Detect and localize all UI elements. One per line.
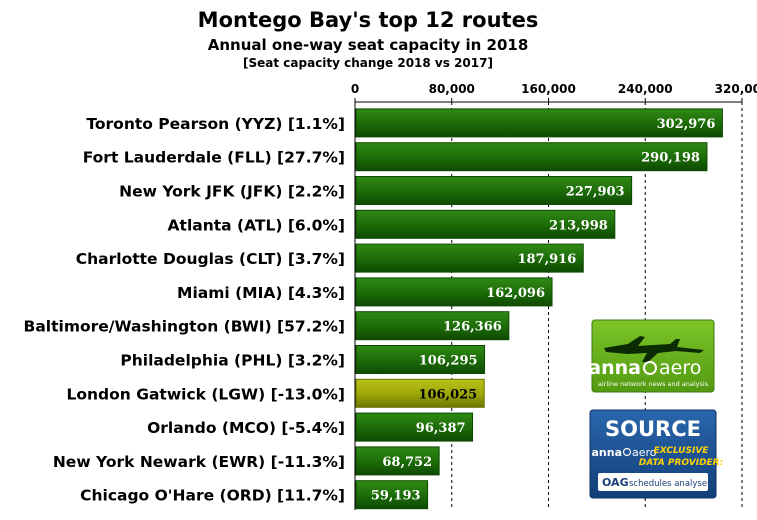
bar-value-label: 106,295 — [419, 354, 478, 369]
source-line2: DATA PROVIDER: — [639, 458, 723, 468]
category-label: Orlando (MCO) [-5.4%] — [147, 419, 345, 437]
category-label: London Gatwick (LGW) [-13.0%] — [67, 385, 346, 403]
bar — [355, 142, 708, 172]
oag-mark: OAG — [602, 476, 629, 489]
category-label: Philadelphia (PHL) [3.2%] — [120, 352, 345, 370]
bar — [355, 176, 633, 205]
bar-value-label: 187,916 — [517, 252, 576, 267]
category-label: Fort Lauderdale (FLL) [27.7%] — [83, 149, 345, 167]
annaaero-logo: anna aero airline network news and analy… — [588, 319, 715, 393]
bar — [355, 243, 584, 273]
bar-value-label: 126,366 — [443, 320, 502, 335]
plane-icon — [604, 336, 704, 362]
bar-value-label: 96,387 — [416, 421, 466, 436]
source-logo: SOURCE anna aero EXCLUSIVE DATA PROVIDER… — [589, 409, 723, 499]
bar-value-label: 162,096 — [486, 286, 545, 301]
oag-sub: schedules analyser — [629, 479, 711, 489]
category-label: New York JFK (JFK) [2.2%] — [119, 183, 345, 201]
bars-group: 302,976 290,198 227,903 213,998 187,916 162,0… — [355, 108, 723, 510]
annaaero-wordmark-right: aero — [659, 357, 701, 379]
x-tick-label: 80,000 — [429, 82, 475, 96]
category-label: Charlotte Douglas (CLT) [3.7%] — [76, 250, 345, 268]
bar-value-label: 227,903 — [566, 185, 625, 200]
source-line1: EXCLUSIVE — [654, 446, 710, 456]
category-label: New York Newark (EWR) [-11.3%] — [53, 453, 345, 471]
bar — [355, 378, 485, 408]
x-tick-label: 160,000 — [521, 82, 576, 96]
annaaero-tagline: airline network news and analysis — [598, 380, 709, 388]
category-label: Chicago O'Hare (ORD) [11.7%] — [80, 487, 345, 505]
bar — [355, 412, 474, 442]
source-anna-mark: anna — [591, 446, 622, 459]
x-axis-ticks: 0 80,000 160,000 240,000 320,000 — [351, 82, 757, 102]
bar — [355, 480, 429, 510]
category-label: Toronto Pearson (YYZ) [1.1%] — [86, 115, 345, 133]
bar-value-label: 290,198 — [641, 151, 700, 166]
bar — [355, 345, 486, 374]
category-labels: Toronto Pearson (YYZ) [1.1%] Fort Lauderd… — [24, 115, 345, 505]
category-label: Baltimore/Washington (BWI) [57.2%] — [24, 318, 345, 336]
bar — [355, 311, 510, 341]
bar-value-label: 302,976 — [657, 117, 716, 132]
x-tick-label: 0 — [351, 82, 359, 96]
bar-value-label: 106,025 — [418, 387, 477, 402]
source-dot-icon — [622, 447, 632, 457]
bar — [355, 209, 616, 239]
chart-title: Montego Bay's top 12 routes — [198, 8, 539, 32]
bar-value-label: 68,752 — [382, 455, 432, 470]
bar-value-label: 59,193 — [371, 489, 421, 504]
annaaero-wordmark-left: anna — [588, 357, 641, 379]
category-label: Miami (MIA) [4.3%] — [177, 284, 345, 302]
source-aero-mark: aero — [632, 446, 657, 459]
x-tick-label: 320,000 — [715, 82, 757, 96]
x-tick-label: 240,000 — [618, 82, 673, 96]
source-heading: SOURCE — [605, 417, 701, 441]
bar — [355, 446, 440, 476]
category-label: Atlanta (ATL) [6.0%] — [168, 216, 345, 234]
bar — [355, 277, 553, 307]
chart-note: [Seat capacity change 2018 vs 2017] — [243, 56, 493, 70]
bar-value-label: 213,998 — [549, 218, 608, 233]
bar — [355, 108, 723, 138]
annaaero-dot-icon — [643, 361, 657, 375]
chart-subtitle: Annual one-way seat capacity in 2018 — [208, 36, 529, 54]
